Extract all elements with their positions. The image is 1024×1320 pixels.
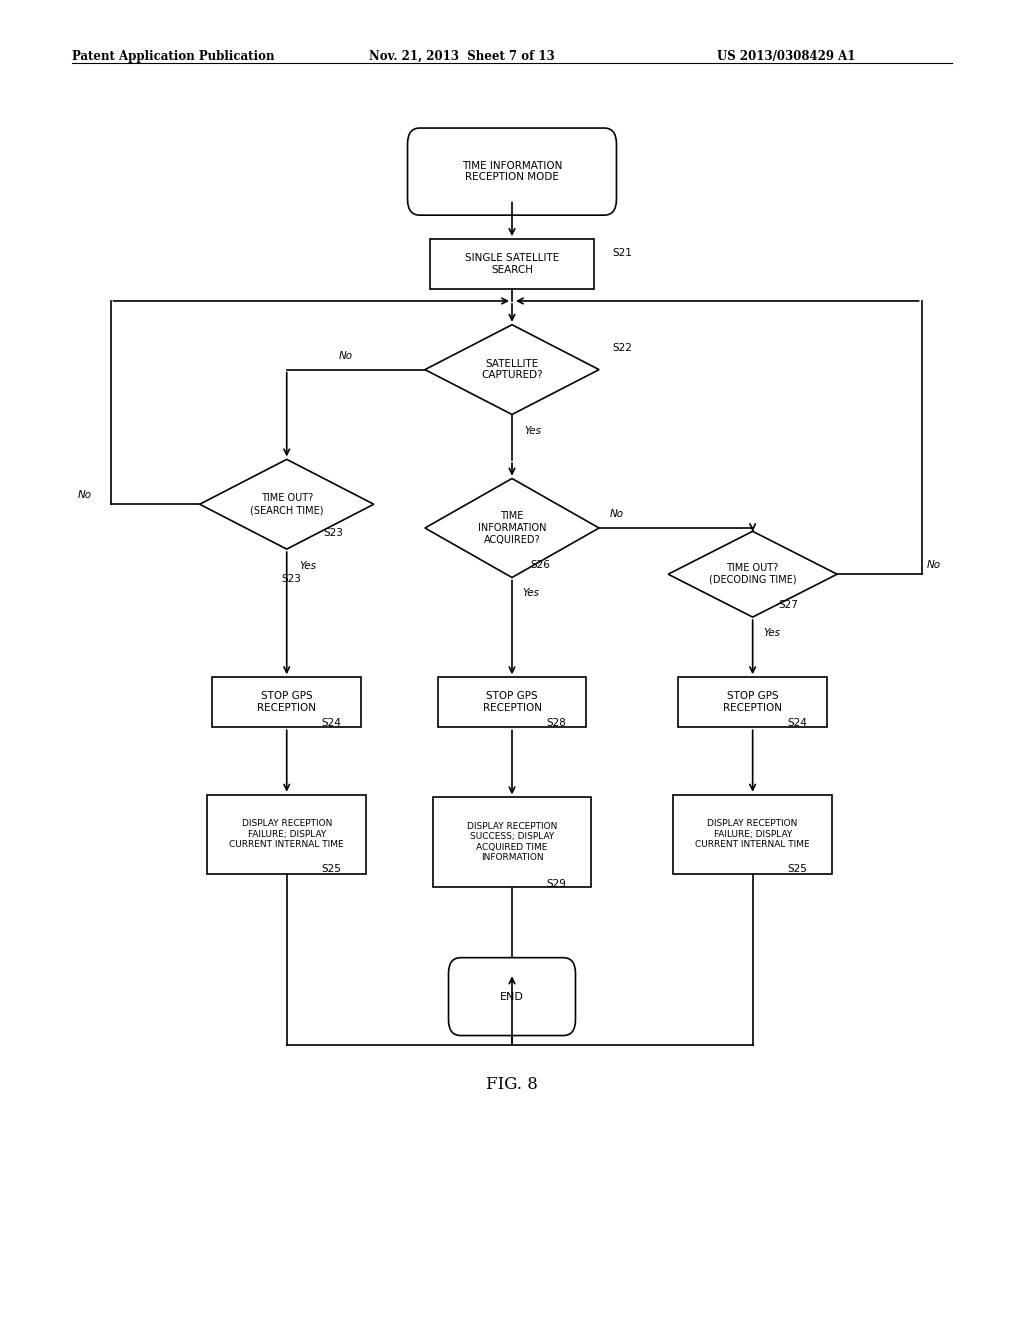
- Bar: [432, 797, 592, 887]
- Text: Yes: Yes: [522, 587, 540, 598]
- Text: No: No: [78, 490, 92, 500]
- Text: DISPLAY RECEPTION
FAILURE; DISPLAY
CURRENT INTERNAL TIME: DISPLAY RECEPTION FAILURE; DISPLAY CURRE…: [229, 820, 344, 849]
- Text: TIME
INFORMATION
ACQUIRED?: TIME INFORMATION ACQUIRED?: [478, 511, 546, 545]
- FancyBboxPatch shape: [408, 128, 616, 215]
- Text: STOP GPS
RECEPTION: STOP GPS RECEPTION: [723, 692, 782, 713]
- Text: No: No: [609, 510, 624, 520]
- Text: S25: S25: [787, 863, 807, 874]
- Text: TIME OUT?
(DECODING TIME): TIME OUT? (DECODING TIME): [709, 564, 797, 585]
- Text: No: No: [927, 560, 941, 570]
- Text: S23: S23: [282, 574, 301, 585]
- Text: Nov. 21, 2013  Sheet 7 of 13: Nov. 21, 2013 Sheet 7 of 13: [369, 50, 554, 63]
- Text: US 2013/0308429 A1: US 2013/0308429 A1: [717, 50, 855, 63]
- Polygon shape: [425, 325, 599, 414]
- Text: DISPLAY RECEPTION
FAILURE; DISPLAY
CURRENT INTERNAL TIME: DISPLAY RECEPTION FAILURE; DISPLAY CURRE…: [695, 820, 810, 849]
- Text: Yes: Yes: [299, 561, 316, 572]
- Text: FIG. 8: FIG. 8: [486, 1076, 538, 1093]
- Text: SATELLITE
CAPTURED?: SATELLITE CAPTURED?: [481, 359, 543, 380]
- Text: S27: S27: [778, 599, 798, 610]
- Text: Yes: Yes: [763, 627, 780, 638]
- Text: TIME INFORMATION
RECEPTION MODE: TIME INFORMATION RECEPTION MODE: [462, 161, 562, 182]
- Text: S21: S21: [612, 248, 632, 259]
- Bar: [674, 795, 831, 874]
- Bar: [438, 677, 586, 727]
- Bar: [213, 677, 361, 727]
- Text: STOP GPS
RECEPTION: STOP GPS RECEPTION: [257, 692, 316, 713]
- Text: SINGLE SATELLITE
SEARCH: SINGLE SATELLITE SEARCH: [465, 253, 559, 275]
- Text: STOP GPS
RECEPTION: STOP GPS RECEPTION: [482, 692, 542, 713]
- Text: S24: S24: [787, 718, 807, 729]
- Text: S25: S25: [322, 863, 341, 874]
- Text: S24: S24: [322, 718, 341, 729]
- Bar: [207, 795, 367, 874]
- Text: Patent Application Publication: Patent Application Publication: [72, 50, 274, 63]
- Bar: [430, 239, 594, 289]
- FancyBboxPatch shape: [449, 958, 575, 1035]
- Text: Yes: Yes: [524, 426, 542, 437]
- Text: S26: S26: [530, 560, 550, 570]
- Polygon shape: [668, 532, 838, 618]
- Text: S29: S29: [547, 879, 566, 890]
- Text: S23: S23: [324, 528, 343, 539]
- Bar: [678, 677, 827, 727]
- Polygon shape: [425, 479, 599, 578]
- Text: S22: S22: [612, 343, 632, 354]
- Text: END: END: [500, 991, 524, 1002]
- Text: No: No: [339, 351, 352, 362]
- Text: DISPLAY RECEPTION
SUCCESS; DISPLAY
ACQUIRED TIME
INFORMATION: DISPLAY RECEPTION SUCCESS; DISPLAY ACQUI…: [467, 822, 557, 862]
- Text: S28: S28: [547, 718, 566, 729]
- Text: TIME OUT?
(SEARCH TIME): TIME OUT? (SEARCH TIME): [250, 494, 324, 515]
- Polygon shape: [200, 459, 374, 549]
